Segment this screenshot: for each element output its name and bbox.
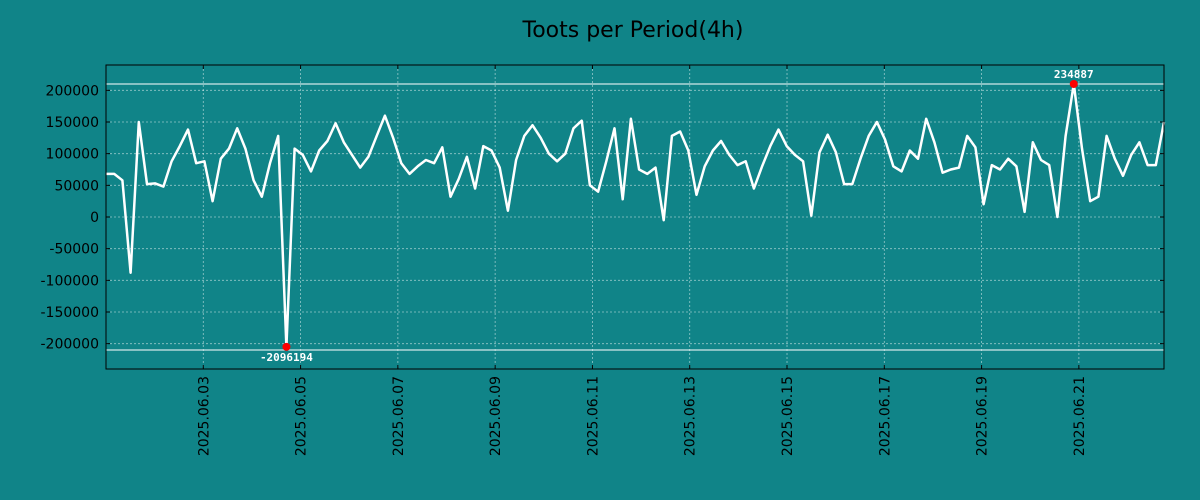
y-tick-label: 100000	[46, 147, 99, 163]
y-tick-label: 150000	[46, 115, 99, 131]
x-tick-label: 2025.06.21	[1072, 376, 1088, 456]
x-tick-label: 2025.06.15	[780, 376, 796, 456]
y-tick-label: -200000	[41, 337, 100, 353]
x-tick-label: 2025.06.07	[391, 376, 407, 456]
x-tick-label: 2025.06.05	[294, 376, 310, 456]
x-tick-label: 2025.06.11	[585, 376, 601, 456]
y-tick-label: 0	[90, 210, 99, 226]
y-tick-label: -150000	[41, 305, 100, 321]
x-tick-label: 2025.06.03	[196, 376, 212, 456]
chart-title: Toots per Period(4h)	[522, 18, 744, 43]
series-line-toots	[106, 82, 1166, 349]
reference-lines	[106, 83, 1164, 351]
x-tick-label: 2025.06.09	[488, 376, 504, 456]
x-axis: 2025.06.03 2025.06.05 2025.06.07 2025.06.09…	[196, 65, 1088, 456]
plot-frame	[105, 64, 1165, 370]
y-tick-label: 50000	[54, 178, 99, 194]
x-tick-label: 2025.06.13	[683, 376, 699, 456]
y-tick-label: -100000	[41, 273, 100, 289]
peak-marker	[1069, 80, 1078, 88]
annotation-label: -2096194	[260, 351, 313, 364]
y-tick-label: 200000	[46, 83, 99, 99]
y-tick-label: -50000	[49, 242, 99, 258]
y-axis: 200000 150000 100000 50000 0 -50000 -100000 -15…	[41, 83, 1164, 353]
grid-lines	[106, 65, 1164, 369]
peak-marker	[282, 342, 291, 351]
series-group	[106, 82, 1166, 349]
annotations: 234887 -2096194	[260, 68, 1094, 364]
annotation-label: 234887	[1054, 68, 1094, 81]
x-tick-label: 2025.06.19	[975, 376, 991, 456]
x-tick-label: 2025.06.17	[877, 376, 893, 456]
